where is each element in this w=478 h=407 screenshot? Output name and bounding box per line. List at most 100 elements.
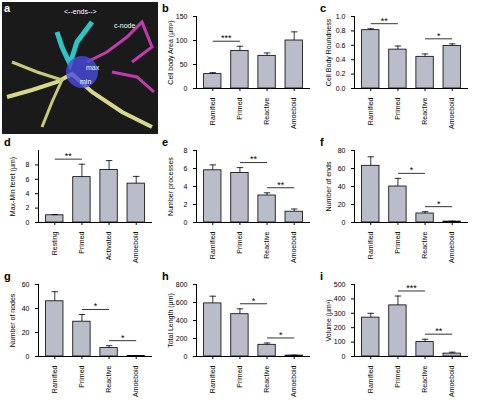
svg-text:Number processes: Number processes	[167, 157, 175, 216]
svg-text:600: 600	[176, 299, 188, 306]
svg-text:Ramified: Ramified	[367, 365, 374, 393]
svg-text:8: 8	[184, 147, 188, 154]
svg-text:***: ***	[406, 283, 417, 293]
svg-text:6: 6	[184, 165, 188, 172]
svg-text:Amoeboid: Amoeboid	[290, 97, 297, 129]
svg-text:Amoeboid: Amoeboid	[290, 231, 297, 263]
svg-text:0: 0	[342, 219, 346, 226]
svg-text:0.6: 0.6	[336, 42, 346, 49]
svg-text:***: ***	[221, 33, 232, 43]
svg-text:60: 60	[22, 281, 30, 288]
svg-text:200: 200	[176, 335, 188, 342]
svg-text:Amoeboid: Amoeboid	[448, 231, 455, 263]
svg-text:0: 0	[26, 353, 30, 360]
svg-text:Reactive: Reactive	[421, 231, 428, 258]
svg-text:0.0: 0.0	[336, 85, 346, 92]
svg-text:Amoeboid: Amoeboid	[448, 97, 455, 129]
svg-text:Amoeboid: Amoeboid	[132, 365, 139, 397]
svg-text:1.0: 1.0	[336, 13, 346, 20]
svg-text:Ramified: Ramified	[367, 97, 374, 125]
svg-text:max: max	[86, 64, 100, 71]
svg-text:Max-Min feret (µm): Max-Min feret (µm)	[9, 157, 17, 216]
svg-text:0: 0	[184, 353, 188, 360]
svg-text:150: 150	[176, 13, 188, 20]
svg-text:Volume (µm³): Volume (µm³)	[325, 299, 333, 341]
svg-text:Primed: Primed	[236, 231, 243, 253]
svg-text:Primed: Primed	[78, 365, 85, 387]
svg-text:Primed: Primed	[78, 231, 85, 253]
svg-text:Primed: Primed	[394, 231, 401, 253]
svg-text:Primed: Primed	[236, 365, 243, 387]
svg-text:Reactive: Reactive	[421, 365, 428, 392]
svg-text:Cell Body Roundness: Cell Body Roundness	[325, 18, 333, 86]
svg-text:40: 40	[22, 305, 30, 312]
svg-text:Ramified: Ramified	[209, 97, 216, 125]
svg-text:min: min	[80, 78, 91, 85]
svg-text:Reactive: Reactive	[421, 97, 428, 124]
svg-text:Resting: Resting	[51, 231, 59, 255]
svg-text:c-node: c-node	[114, 22, 136, 29]
svg-text:80: 80	[338, 147, 346, 154]
svg-text:100: 100	[176, 37, 188, 44]
svg-text:Primed: Primed	[236, 97, 243, 119]
svg-text:*: *	[437, 199, 441, 209]
svg-text:400: 400	[176, 317, 188, 324]
svg-text:**: **	[250, 154, 258, 164]
svg-text:0.2: 0.2	[336, 70, 346, 77]
svg-text:*: *	[252, 296, 256, 306]
svg-text:Reactive: Reactive	[105, 365, 112, 392]
svg-text:*: *	[437, 31, 441, 41]
svg-text:Ramified: Ramified	[209, 231, 216, 259]
svg-text:4: 4	[26, 190, 30, 197]
svg-text:20: 20	[338, 201, 346, 208]
svg-text:Total Length (µm): Total Length (µm)	[167, 293, 175, 348]
svg-text:0: 0	[184, 85, 188, 92]
svg-text:Amoeboid: Amoeboid	[290, 365, 297, 397]
svg-text:**: **	[381, 16, 389, 26]
html-text:a: a	[4, 2, 11, 14]
svg-text:60: 60	[338, 165, 346, 172]
svg-text:Amoeboid: Amoeboid	[132, 231, 139, 263]
svg-text:0.4: 0.4	[336, 56, 346, 63]
svg-text:2: 2	[184, 201, 188, 208]
svg-text:Activated: Activated	[105, 231, 112, 260]
svg-text:300: 300	[334, 310, 346, 317]
svg-text:*: *	[279, 330, 283, 340]
svg-text:*: *	[410, 165, 414, 175]
svg-text:4: 4	[184, 183, 188, 190]
svg-text:40: 40	[338, 183, 346, 190]
svg-text:**: **	[65, 151, 73, 161]
html-text:b: b	[162, 2, 169, 14]
svg-text:Reactive: Reactive	[263, 97, 270, 124]
svg-text:Ramified: Ramified	[367, 231, 374, 259]
svg-text:400: 400	[334, 295, 346, 302]
svg-text:*: *	[94, 301, 98, 311]
svg-text:0: 0	[342, 353, 346, 360]
svg-text:Reactive: Reactive	[263, 231, 270, 258]
svg-text:**: **	[435, 326, 443, 336]
svg-text:100: 100	[334, 338, 346, 345]
svg-text:2: 2	[26, 204, 30, 211]
svg-text:0: 0	[184, 219, 188, 226]
svg-text:Reactive: Reactive	[263, 365, 270, 392]
svg-text:800: 800	[176, 281, 188, 288]
svg-text:500: 500	[334, 281, 346, 288]
svg-text:Number of ends: Number of ends	[325, 161, 332, 211]
svg-text:Ramified: Ramified	[209, 365, 216, 393]
svg-text:50: 50	[180, 61, 188, 68]
svg-text:0.8: 0.8	[336, 27, 346, 34]
svg-text:0: 0	[26, 219, 30, 226]
svg-text:200: 200	[334, 324, 346, 331]
svg-text:Primed: Primed	[394, 365, 401, 387]
svg-text:6: 6	[26, 176, 30, 183]
svg-text:8: 8	[26, 161, 30, 168]
svg-text:Number of nodes: Number of nodes	[9, 293, 16, 347]
svg-text:*: *	[121, 333, 125, 343]
svg-text:Primed: Primed	[394, 97, 401, 119]
svg-text:20: 20	[22, 329, 30, 336]
svg-text:Cell body Area (µm²): Cell body Area (µm²)	[167, 20, 175, 84]
svg-text:<--ends-->: <--ends-->	[64, 8, 97, 15]
svg-text:Amoeboid: Amoeboid	[448, 365, 455, 397]
svg-text:**: **	[277, 180, 285, 190]
svg-text:Ramified: Ramified	[51, 365, 58, 393]
